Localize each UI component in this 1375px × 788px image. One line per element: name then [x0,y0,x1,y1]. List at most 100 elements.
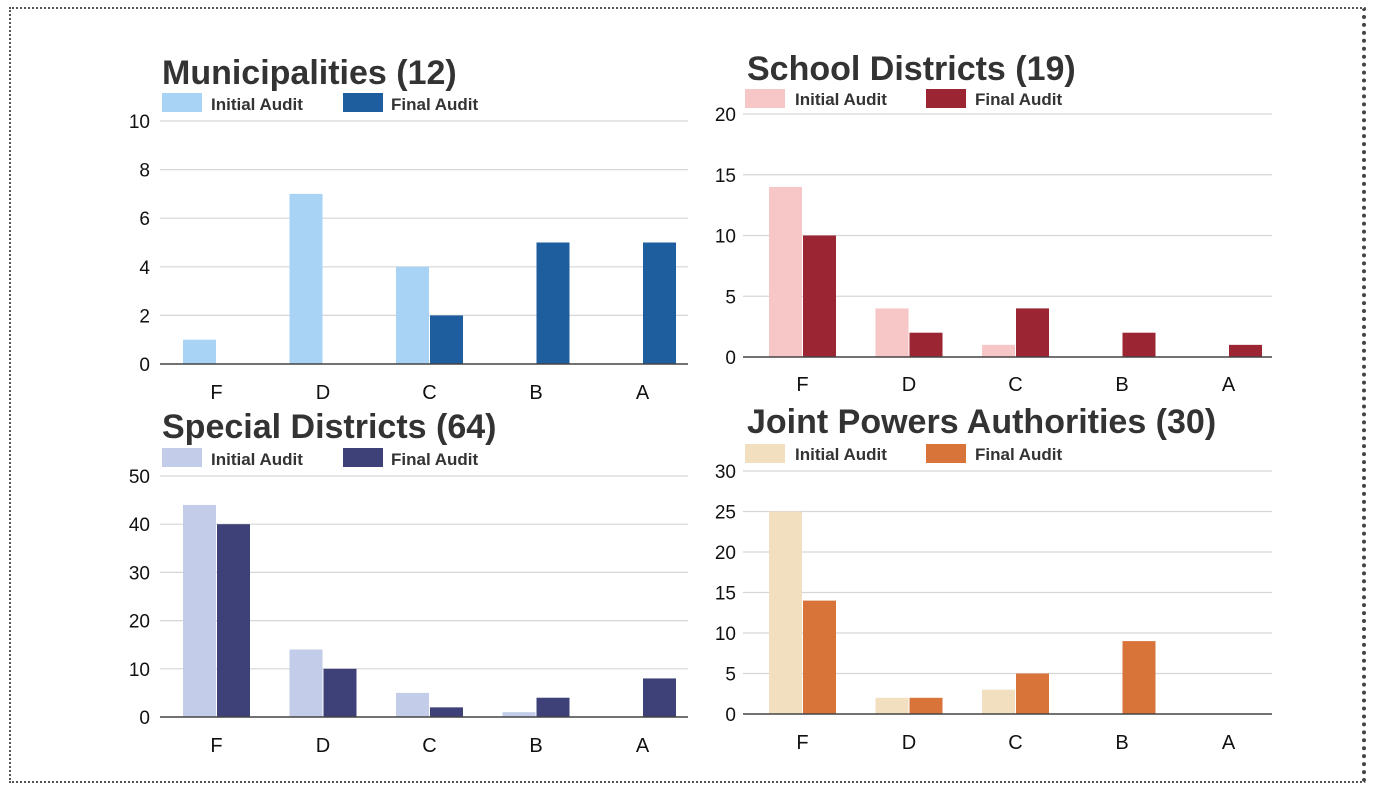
legend-swatch-initial-audit [162,93,202,112]
x-tick-label: B [1115,732,1128,754]
legend-swatch-initial-audit [162,448,202,467]
legend-label-final-audit: Final Audit [975,90,1063,109]
bar-final-c [430,707,463,717]
y-tick-label: 15 [715,166,736,187]
legend-swatch-initial-audit [745,89,785,108]
chart-legend: Initial Audit Final Audit [162,448,479,469]
x-tick-label: A [1222,374,1236,396]
bar-final-a [643,242,676,364]
legend-swatch-final-audit [343,448,383,467]
bar-final-d [909,697,943,714]
y-tick-label: 20 [715,543,736,564]
x-tick-label: A [1222,732,1236,754]
y-tick-label: 20 [129,612,150,633]
plot-area: 0 10 20 30 40 50 F D C B A [129,467,688,757]
y-tick-label: 5 [725,287,736,308]
y-tick-label: 0 [725,705,736,726]
bar-final-d [909,332,943,357]
bar-initial-f [183,504,216,717]
y-tick-label: 0 [725,348,736,369]
plot-area: 0 5 10 15 20 25 30 F D C B A [715,462,1272,754]
bar-final-d [323,668,357,717]
legend-swatch-final-audit [926,89,966,108]
x-tick-label: C [1008,374,1022,396]
chart-special-districts: Special Districts (64) Initial Audit Fin… [129,408,688,757]
bar-final-a [643,678,676,717]
y-tick-label: 15 [715,584,736,605]
bar-final-b [1122,641,1156,714]
chart-legend: Initial Audit Final Audit [162,93,479,114]
bar-final-a [1229,344,1262,357]
x-tick-label: D [316,382,330,404]
bar-initial-c [396,266,429,364]
bar-final-f [803,600,836,714]
chart-legend: Initial Audit Final Audit [745,444,1063,464]
bar-initial-c [982,689,1015,714]
legend-swatch-final-audit [343,93,383,112]
y-tick-label: 10 [715,624,736,645]
y-tick-label: 20 [715,105,736,126]
x-tick-label: F [210,735,222,757]
bar-initial-d [875,308,909,357]
y-tick-label: 30 [715,462,736,483]
legend-swatch-final-audit [926,444,966,463]
bar-initial-d [289,649,323,717]
x-tick-label: F [796,374,808,396]
legend-label-initial-audit: Initial Audit [211,95,303,114]
plot-area: 0 5 10 15 20 F D C B A [715,105,1272,396]
x-tick-label: F [210,382,222,404]
chart-title: Municipalities (12) [162,54,457,92]
legend-label-final-audit: Final Audit [391,95,479,114]
bar-initial-d [875,697,909,714]
y-tick-label: 5 [725,665,736,686]
bar-final-f [217,524,250,717]
x-tick-label: A [636,735,650,757]
x-tick-label: D [902,374,916,396]
y-tick-label: 4 [139,258,150,279]
bar-initial-c [396,692,429,717]
bar-initial-d [289,193,323,364]
y-tick-label: 40 [129,515,150,536]
bar-final-b [536,242,570,364]
chart-title: Joint Powers Authorities (30) [747,403,1216,441]
bar-initial-f [769,511,802,714]
bar-final-c [430,315,463,364]
legend-label-initial-audit: Initial Audit [211,450,303,469]
y-tick-label: 10 [129,112,150,133]
bar-final-c [1016,673,1049,714]
x-tick-label: D [902,732,916,754]
x-tick-label: B [529,735,542,757]
y-tick-label: 50 [129,467,150,488]
chart-municipalities: Municipalities (12) Initial Audit Final … [129,54,688,404]
x-tick-label: A [636,382,650,404]
bar-initial-b [502,712,536,717]
chart-joint-powers-authorities: Joint Powers Authorities (30) Initial Au… [715,403,1272,754]
bar-final-b [536,697,570,717]
legend-label-final-audit: Final Audit [975,445,1063,464]
chart-legend: Initial Audit Final Audit [745,89,1063,109]
y-tick-label: 25 [715,503,736,524]
y-tick-label: 6 [139,209,150,230]
y-tick-label: 10 [129,660,150,681]
legend-label-final-audit: Final Audit [391,450,479,469]
chart-title: School Districts (19) [747,50,1076,88]
bar-final-c [1016,308,1049,357]
bar-initial-f [769,186,802,357]
bar-initial-c [982,344,1015,357]
y-tick-label: 2 [139,306,150,327]
chart-title: Special Districts (64) [162,408,496,446]
bar-initial-f [183,339,216,364]
chart-school-districts: School Districts (19) Initial Audit Fina… [715,50,1272,396]
x-tick-label: C [1008,732,1022,754]
x-tick-label: C [422,382,436,404]
y-tick-label: 30 [129,563,150,584]
y-tick-label: 0 [139,355,150,376]
y-tick-label: 0 [139,708,150,729]
x-tick-label: D [316,735,330,757]
bar-final-f [803,235,836,357]
legend-label-initial-audit: Initial Audit [795,90,887,109]
legend-swatch-initial-audit [745,444,785,463]
y-tick-label: 10 [715,227,736,248]
x-tick-label: F [796,732,808,754]
